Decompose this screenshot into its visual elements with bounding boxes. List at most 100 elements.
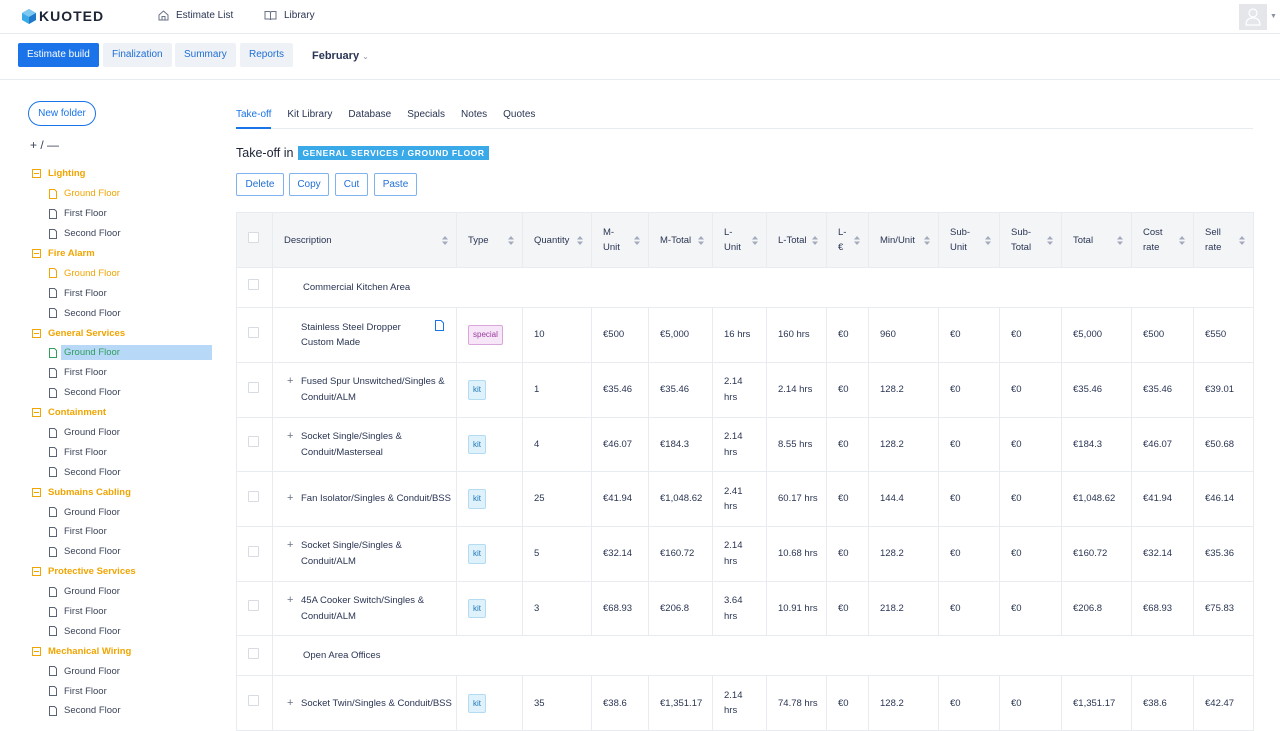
tree-item[interactable]: Second Floor	[32, 542, 222, 562]
row-checkbox[interactable]	[248, 436, 259, 448]
expand-plus-icon[interactable]: +	[287, 539, 294, 552]
tree-item[interactable]: First Floor	[32, 681, 222, 701]
section-row[interactable]: Commercial Kitchen Area	[236, 267, 1254, 308]
tab-estimate-build[interactable]: Estimate build	[18, 43, 99, 67]
row-checkbox[interactable]	[248, 381, 259, 393]
column-header[interactable]: M-Total	[648, 212, 713, 268]
collapse-icon[interactable]	[32, 249, 41, 258]
expand-collapse-toggle[interactable]: + / —	[30, 138, 60, 152]
tree-folder[interactable]: Protective Services	[32, 562, 222, 582]
logo[interactable]: KUOTED	[22, 8, 104, 24]
tree-folder[interactable]: Submains Cabling	[32, 482, 222, 502]
sort-icon[interactable]	[508, 235, 514, 250]
column-header[interactable]: Sub-Total	[999, 212, 1062, 268]
column-header[interactable]: L-Total	[766, 212, 827, 268]
sort-icon[interactable]	[1239, 235, 1245, 250]
row-checkbox[interactable]	[248, 695, 259, 707]
tree-item[interactable]: Ground Floor	[32, 582, 222, 602]
tree-item[interactable]: Second Floor	[32, 224, 222, 244]
sort-icon[interactable]	[442, 235, 448, 250]
sort-icon[interactable]	[854, 235, 860, 250]
table-row[interactable]: +45A Cooker Switch/Singles & Conduit/ALM…	[236, 580, 1254, 637]
copy-button[interactable]: Copy	[289, 173, 329, 196]
tree-item[interactable]: First Floor	[32, 522, 222, 542]
tree-item[interactable]: Second Floor	[32, 303, 222, 323]
tab-quotes[interactable]: Quotes	[503, 109, 536, 120]
sort-icon[interactable]	[1047, 235, 1053, 250]
row-checkbox[interactable]	[248, 279, 259, 291]
collapse-icon[interactable]	[32, 567, 41, 577]
column-header[interactable]: Total	[1061, 212, 1132, 268]
table-row[interactable]: Stainless Steel Dropper Custom Made speci…	[236, 307, 1254, 363]
tree-item[interactable]: First Floor	[32, 363, 222, 383]
tree-item[interactable]: Second Floor	[32, 701, 222, 721]
collapse-icon[interactable]	[32, 169, 41, 179]
tree-item[interactable]: Ground Floor	[32, 184, 222, 204]
month-selector[interactable]: February ⌄	[312, 50, 369, 62]
nav-library[interactable]: Library	[264, 10, 315, 21]
tree-item[interactable]: Ground Floor	[32, 263, 222, 283]
tree-item[interactable]: First Floor	[32, 283, 222, 303]
paste-button[interactable]: Paste	[374, 173, 417, 196]
collapse-icon[interactable]	[32, 328, 41, 338]
collapse-icon[interactable]	[32, 408, 41, 418]
row-checkbox[interactable]	[248, 490, 259, 502]
collapse-icon[interactable]	[32, 646, 41, 656]
sort-icon[interactable]	[924, 235, 930, 250]
sort-icon[interactable]	[985, 235, 991, 250]
tree-folder[interactable]: General Services	[32, 323, 222, 343]
expand-plus-icon[interactable]: +	[287, 696, 294, 709]
tree-item[interactable]: Second Floor	[32, 462, 222, 482]
tab-database[interactable]: Database	[348, 109, 392, 120]
sort-icon[interactable]	[634, 235, 640, 250]
tree-item[interactable]: Ground Floor	[32, 423, 222, 443]
table-row[interactable]: + Fused Spur Unswitched/Singles & Conduit…	[236, 362, 1254, 418]
tree-item[interactable]: Ground Floor	[32, 661, 222, 681]
sort-icon[interactable]	[812, 235, 818, 250]
column-header[interactable]: Cost rate	[1131, 212, 1194, 268]
sort-icon[interactable]	[1179, 235, 1185, 250]
chevron-down-icon[interactable]: ▼	[1270, 13, 1277, 20]
document-icon[interactable]	[435, 319, 444, 337]
expand-plus-icon[interactable]: +	[287, 594, 294, 607]
column-header[interactable]: Quantity	[522, 212, 592, 268]
avatar[interactable]	[1239, 4, 1267, 30]
column-header[interactable]: Type	[456, 212, 523, 268]
tree-folder[interactable]: Mechanical Wiring	[32, 641, 222, 661]
column-header[interactable]: Sell rate	[1193, 212, 1254, 268]
tab-specials[interactable]: Specials	[407, 109, 446, 120]
tab-kit-library[interactable]: Kit Library	[287, 109, 333, 120]
tree-item[interactable]: First Floor	[32, 204, 222, 224]
sort-icon[interactable]	[577, 235, 583, 250]
tree-item[interactable]: Second Floor	[32, 621, 222, 641]
table-row[interactable]: + Socket Single/Singles & Conduit/Masters…	[236, 416, 1254, 473]
tree-item[interactable]: Ground Floor	[32, 343, 222, 363]
tree-folder[interactable]: Fire Alarm	[32, 244, 222, 264]
delete-button[interactable]: Delete	[236, 173, 284, 196]
expand-plus-icon[interactable]: +	[287, 375, 294, 388]
section-row[interactable]: Open Area Offices	[236, 635, 1254, 677]
table-row[interactable]: + Socket Single/Singles & Conduit/ALM kit 5…	[236, 526, 1254, 582]
expand-plus-icon[interactable]: +	[287, 492, 294, 505]
table-row[interactable]: + Fan Isolator/Singles & Conduit/BSS kit 25…	[236, 471, 1254, 528]
tab-notes[interactable]: Notes	[461, 109, 488, 120]
collapse-icon[interactable]	[32, 487, 41, 497]
tree-item[interactable]: Second Floor	[32, 383, 222, 403]
row-checkbox[interactable]	[248, 326, 259, 338]
tree-folder[interactable]: Containment	[32, 403, 222, 423]
select-all-checkbox[interactable]	[248, 232, 259, 243]
sort-icon[interactable]	[698, 235, 704, 250]
tab-finalization[interactable]: Finalization	[103, 43, 172, 67]
column-header[interactable]: L-€	[826, 212, 869, 268]
cut-button[interactable]: Cut	[335, 173, 368, 196]
tab-take-off[interactable]: Take-off	[236, 101, 272, 129]
column-header[interactable]: L-Unit	[712, 212, 767, 268]
column-header[interactable]: M-Unit	[591, 212, 649, 268]
tab-reports[interactable]: Reports	[240, 43, 294, 67]
sort-icon[interactable]	[752, 235, 758, 250]
sort-icon[interactable]	[1117, 235, 1123, 250]
tree-item[interactable]: Ground Floor	[32, 502, 222, 522]
nav-estimate-list[interactable]: Estimate List	[158, 10, 233, 21]
column-header[interactable]: Sub-Unit	[938, 212, 1000, 268]
tree-folder[interactable]: Lighting	[32, 164, 222, 184]
